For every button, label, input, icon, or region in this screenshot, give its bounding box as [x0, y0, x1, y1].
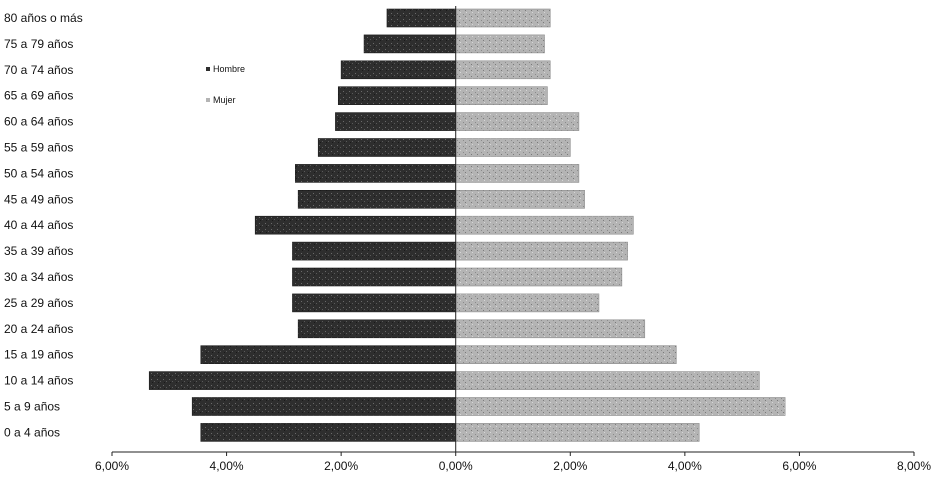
legend-swatch-hombre [206, 67, 210, 71]
bar-mujer [455, 371, 760, 390]
category-label: 25 a 29 años [4, 296, 73, 310]
bar-hombre [191, 397, 457, 416]
bar-mujer [455, 423, 700, 442]
bar-hombre [297, 319, 457, 339]
bar-hombre [340, 60, 457, 80]
bar-hombre [295, 164, 457, 183]
legend-swatch-mujer [206, 98, 210, 102]
category-label: 35 a 39 años [4, 244, 73, 258]
x-tick-label: 4,00% [210, 459, 244, 473]
category-label: 10 a 14 años [4, 374, 73, 388]
category-label: 45 a 49 años [4, 192, 73, 206]
bar-mujer [455, 319, 646, 339]
bar-mujer [455, 345, 677, 365]
x-tick-label: 6,00% [782, 459, 816, 473]
category-label: 5 a 9 años [4, 400, 60, 414]
x-tick-label: 8,00% [897, 459, 931, 473]
legend: Hombre Mujer [206, 64, 245, 105]
category-label: 75 a 79 años [4, 37, 73, 51]
category-label: 70 a 74 años [4, 63, 73, 77]
bar-hombre [292, 267, 457, 287]
bar-mujer [455, 86, 548, 105]
legend-label-mujer: Mujer [213, 95, 236, 105]
bar-mujer [455, 138, 571, 157]
bar-hombre [337, 86, 457, 105]
x-tick-label: 2,00% [553, 459, 587, 473]
category-label: 80 años o más [4, 11, 83, 25]
bar-hombre [297, 190, 457, 209]
bar-hombre [254, 215, 457, 235]
bar-hombre [148, 371, 457, 390]
category-label: 15 a 19 años [4, 348, 73, 362]
x-tick-label: 0,00% [439, 459, 473, 473]
bar-mujer [455, 267, 623, 287]
bar-mujer [455, 60, 551, 80]
bars-layer [148, 8, 786, 442]
x-tick-label: 6,00% [95, 459, 129, 473]
bar-hombre [386, 8, 457, 28]
bar-mujer [455, 293, 600, 313]
bar-mujer [455, 164, 580, 183]
x-axis: 6,00% 4,00% 2,00% 0,00% 2,00% 4,00% 6,00% 8,00% [95, 6, 931, 473]
bar-mujer [455, 34, 545, 54]
bar-hombre [317, 138, 457, 157]
bar-hombre [292, 293, 457, 313]
bar-mujer [455, 112, 580, 131]
bar-mujer [455, 215, 634, 235]
bar-mujer [455, 190, 585, 209]
bar-hombre [200, 345, 457, 365]
category-label: 30 a 34 años [4, 270, 73, 284]
legend-label-hombre: Hombre [213, 64, 245, 74]
bar-mujer [455, 8, 551, 28]
category-labels: 80 años o más 75 a 79 años 70 a 74 años 65 … [4, 11, 83, 439]
x-tick-label: 4,00% [668, 459, 702, 473]
bar-hombre [335, 112, 457, 131]
bar-mujer [455, 397, 786, 416]
category-label: 60 a 64 años [4, 115, 73, 129]
category-label: 40 a 44 años [4, 218, 73, 232]
category-label: 50 a 54 años [4, 166, 73, 180]
bar-hombre [363, 34, 457, 54]
bar-hombre [292, 241, 457, 261]
x-tick-label: 2,00% [324, 459, 358, 473]
bar-mujer [455, 241, 628, 261]
bar-hombre [200, 423, 457, 442]
category-label: 0 a 4 años [4, 425, 60, 439]
category-label: 65 a 69 años [4, 89, 73, 103]
category-label: 55 a 59 años [4, 141, 73, 155]
category-label: 20 a 24 años [4, 322, 73, 336]
